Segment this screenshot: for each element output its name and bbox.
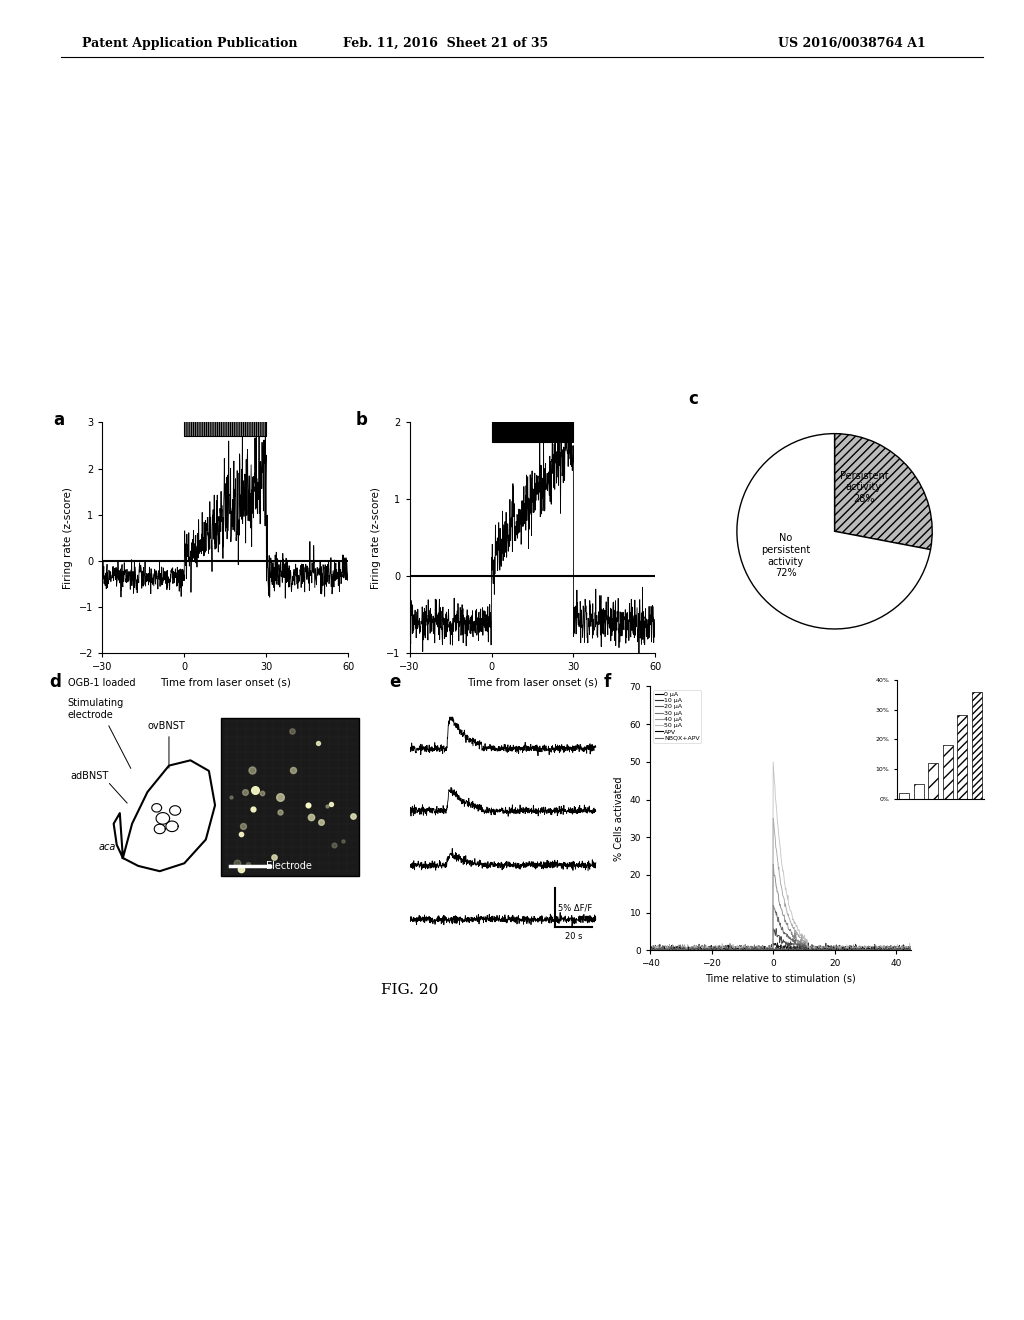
Text: 20 s: 20 s <box>564 932 583 941</box>
Text: ovBNST: ovBNST <box>147 721 185 731</box>
Bar <box>899 792 909 799</box>
Text: No
persistent
activity
72%: No persistent activity 72% <box>761 533 810 578</box>
Bar <box>943 744 953 799</box>
Text: US 2016/0038764 A1: US 2016/0038764 A1 <box>778 37 926 50</box>
Text: e: e <box>389 673 400 692</box>
Bar <box>913 784 924 799</box>
Text: b: b <box>355 411 368 429</box>
Polygon shape <box>114 760 215 871</box>
Wedge shape <box>835 433 932 549</box>
Text: Stimulating
electrode: Stimulating electrode <box>68 698 124 721</box>
Text: Electrode: Electrode <box>266 861 311 871</box>
Y-axis label: Firing rate (z-score): Firing rate (z-score) <box>63 487 74 589</box>
Text: 5% ΔF/F: 5% ΔF/F <box>558 903 592 912</box>
Text: OGB-1 loaded: OGB-1 loaded <box>68 678 135 689</box>
Polygon shape <box>166 821 178 832</box>
Text: aca: aca <box>99 842 116 853</box>
X-axis label: Time from laser onset (s): Time from laser onset (s) <box>467 678 598 688</box>
Bar <box>957 715 968 799</box>
Text: d: d <box>49 673 61 692</box>
Polygon shape <box>155 824 165 834</box>
Text: Feb. 11, 2016  Sheet 21 of 35: Feb. 11, 2016 Sheet 21 of 35 <box>343 37 548 50</box>
Text: c: c <box>688 389 698 408</box>
Polygon shape <box>156 813 170 824</box>
Text: Persistent
activity
28%: Persistent activity 28% <box>840 471 888 504</box>
Polygon shape <box>152 804 162 812</box>
Text: adBNST: adBNST <box>71 771 109 781</box>
Y-axis label: Firing rate (z-score): Firing rate (z-score) <box>371 487 381 589</box>
Bar <box>972 692 982 799</box>
Y-axis label: % Cells activated: % Cells activated <box>614 776 625 861</box>
X-axis label: Time relative to stimulation (s): Time relative to stimulation (s) <box>706 974 856 983</box>
X-axis label: Time from laser onset (s): Time from laser onset (s) <box>160 678 291 688</box>
Text: Patent Application Publication: Patent Application Publication <box>82 37 297 50</box>
Text: a: a <box>53 411 65 429</box>
Text: FIG. 20: FIG. 20 <box>381 983 438 998</box>
Legend: 0 μA, 10 μA, 20 μA, 30 μA, 40 μA, 50 μA, APV, NBQX+APV: 0 μA, 10 μA, 20 μA, 30 μA, 40 μA, 50 μA,… <box>653 689 701 743</box>
Text: f: f <box>603 673 610 692</box>
Bar <box>221 718 359 876</box>
Bar <box>928 763 938 799</box>
Polygon shape <box>170 805 180 816</box>
Wedge shape <box>737 433 931 628</box>
